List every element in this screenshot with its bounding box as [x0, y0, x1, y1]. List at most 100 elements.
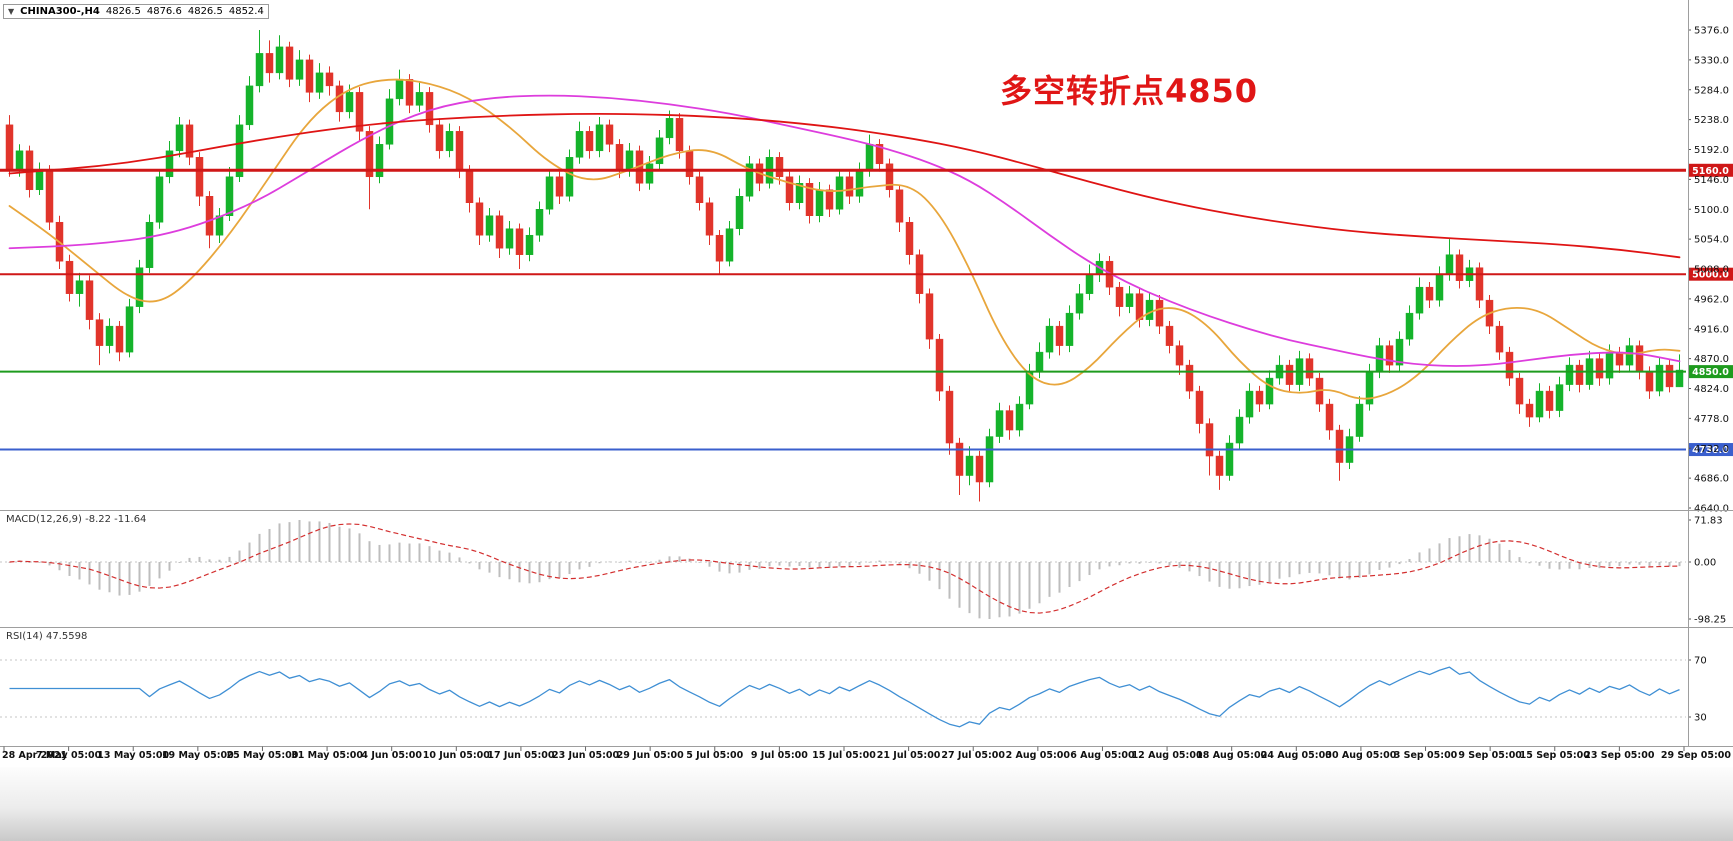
candle-body: [345, 92, 354, 113]
price-tick-label: 5146.0: [1694, 175, 1729, 186]
candle-body: [625, 150, 634, 171]
candle-body: [465, 170, 474, 204]
symbol-quote-bar[interactable]: ▼ CHINA300-,H4 4826.5 4876.6 4826.5 4852…: [3, 4, 269, 19]
candle-body: [165, 150, 174, 178]
macd-bar: [318, 521, 321, 562]
macd-bar: [208, 559, 211, 562]
candle-body: [75, 280, 84, 294]
candle-body: [835, 176, 844, 210]
candle-body: [1575, 364, 1584, 385]
macd-bar: [848, 562, 851, 567]
candle-body: [215, 215, 224, 236]
macd-bar: [1458, 536, 1461, 562]
candle-body: [155, 176, 164, 223]
candle-body: [1145, 299, 1154, 320]
macd-bar: [868, 561, 871, 563]
macd-bar: [808, 562, 811, 568]
macd-bar: [1378, 562, 1381, 570]
candle-body: [1645, 371, 1654, 392]
ma-fast-line: [8, 78, 1681, 400]
candle-body: [725, 228, 734, 262]
candle-body: [1155, 299, 1164, 327]
candle-body: [455, 131, 464, 171]
time-tick-label: 12 Aug 05:00: [1132, 750, 1203, 761]
macd-tick-label: 0.00: [1694, 558, 1716, 569]
candle-body: [1525, 403, 1534, 418]
time-tick-label: 7 May 05:00: [36, 750, 102, 761]
candle-body: [445, 131, 454, 152]
macd-bar: [38, 562, 41, 563]
macd-bar: [678, 556, 681, 562]
candle-body: [805, 183, 814, 216]
candle-body: [875, 144, 884, 165]
macd-bar: [238, 550, 241, 562]
candle-body: [45, 170, 54, 223]
candle-body: [715, 234, 724, 262]
macd-bar: [948, 562, 951, 599]
candle-body: [1665, 364, 1674, 388]
candle-body: [205, 196, 214, 236]
time-tick-label: 23 Sep 05:00: [1584, 750, 1655, 761]
macd-bar: [708, 562, 711, 567]
candle-body: [585, 131, 594, 152]
candle-body: [665, 118, 674, 139]
chart-expand-icon[interactable]: ▼: [8, 6, 15, 16]
macd-bar: [798, 562, 801, 567]
macd-bar: [1568, 562, 1571, 569]
macd-bar: [638, 562, 641, 563]
macd-bar: [438, 550, 441, 562]
time-tick-label: 27 Jul 05:00: [941, 750, 1005, 761]
macd-bar: [718, 562, 721, 572]
macd-bar: [1048, 562, 1051, 597]
price-tag-label: 5160.0: [1692, 166, 1729, 177]
quote-open-value: 4826.5: [105, 6, 141, 17]
macd-bar: [1208, 562, 1211, 582]
candle-body: [1115, 286, 1124, 307]
price-tick-label: 4732.0: [1694, 444, 1729, 455]
macd-bar: [448, 552, 451, 562]
candle-body: [965, 455, 974, 476]
chart-canvas[interactable]: 5160.0 5000.0 4850.0 4730.0 5376.0 5330.0 5284…: [0, 0, 1733, 766]
macd-bar: [1368, 562, 1371, 575]
candle-body: [1445, 254, 1454, 275]
candle-body: [1505, 351, 1514, 379]
macd-tick-label: 71.83: [1694, 516, 1723, 527]
macd-bar: [878, 560, 881, 562]
macd-bar: [408, 543, 411, 562]
macd-bar: [1298, 562, 1301, 575]
macd-bar: [1628, 562, 1631, 565]
price-tick-label: 5100.0: [1694, 205, 1729, 216]
candle-body: [265, 53, 274, 74]
macd-bar: [1468, 534, 1471, 562]
candle-body: [185, 124, 194, 158]
macd-bar: [598, 562, 601, 564]
macd-bar: [58, 562, 61, 571]
candle-body: [1675, 369, 1684, 388]
candle-body: [415, 92, 424, 106]
macd-bar: [1108, 562, 1111, 567]
candle-body: [655, 137, 664, 165]
candle-body: [135, 267, 144, 307]
price-tick-label: 5238.0: [1694, 115, 1729, 126]
candle-body: [995, 410, 1004, 437]
price-tick-label: 4962.0: [1694, 294, 1729, 305]
candle-body: [1475, 267, 1484, 301]
macd-bar: [68, 562, 71, 576]
candle-body: [1285, 364, 1294, 385]
chart-background: [0, 0, 1733, 766]
macd-bar: [1288, 562, 1291, 578]
macd-bar: [1358, 562, 1361, 578]
annotation-text[interactable]: 多空转折点4850: [1000, 72, 1259, 110]
macd-bar: [858, 562, 861, 565]
time-tick-label: 5 Jul 05:00: [686, 750, 743, 761]
macd-bar: [1398, 562, 1401, 565]
candle-body: [685, 150, 694, 178]
ma-slow-line: [8, 113, 1681, 259]
macd-bar: [1638, 562, 1641, 565]
price-tick-label: 5330.0: [1694, 55, 1729, 66]
macd-bar: [968, 562, 971, 614]
candle-body: [5, 124, 14, 171]
candle-body: [305, 59, 314, 93]
macd-bar: [378, 544, 381, 562]
macd-bar: [1038, 562, 1041, 604]
